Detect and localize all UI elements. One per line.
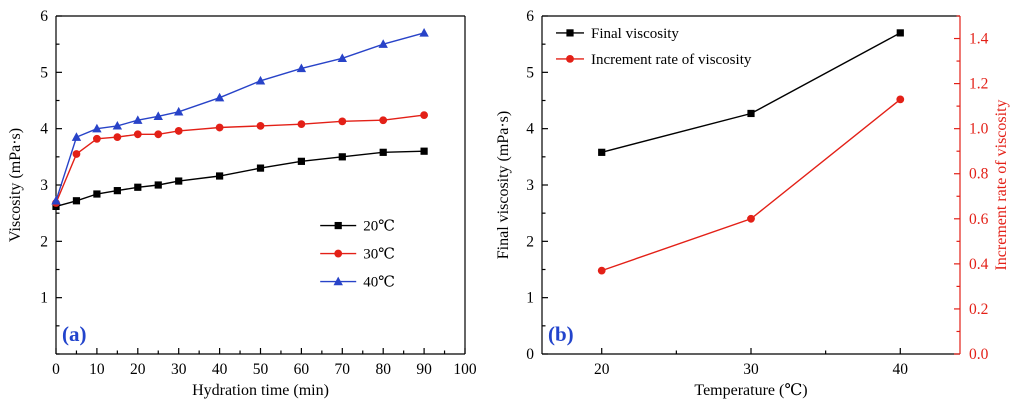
chart-a-viscosity-vs-hydration-time: 0 10 20 30 40 50 60 70 80 90 100 1 2 3 4 5 6 Hydration ti… [7, 8, 477, 399]
svg-text:(a): (a) [62, 322, 87, 346]
svg-text:30: 30 [743, 361, 759, 378]
svg-text:100: 100 [453, 361, 477, 378]
svg-text:0: 0 [526, 346, 534, 363]
svg-text:0: 0 [52, 361, 60, 378]
svg-text:1.4: 1.4 [969, 31, 989, 48]
svg-text:20: 20 [594, 361, 610, 378]
series-20- [52, 147, 428, 211]
chart-b-viscosity-vs-temperature: 20 30 40 0 1 2 3 4 5 6 0.0 0.2 0.4 0.6 0.8 1.0 1.2 1.4 Tem… [495, 8, 1010, 399]
svg-text:0.0: 0.0 [969, 346, 989, 363]
svg-text:Increment rate of viscosity: Increment rate of viscosity [591, 52, 752, 68]
svg-text:30℃: 30℃ [363, 247, 395, 263]
svg-text:0.8: 0.8 [969, 166, 989, 183]
svg-text:4: 4 [526, 121, 534, 138]
svg-text:40℃: 40℃ [363, 275, 395, 291]
svg-text:4: 4 [40, 121, 48, 138]
svg-text:0.4: 0.4 [969, 256, 989, 273]
svg-text:5: 5 [40, 64, 48, 81]
svg-text:5: 5 [526, 64, 534, 81]
svg-text:20: 20 [130, 361, 146, 378]
svg-text:6: 6 [526, 8, 534, 25]
svg-text:6: 6 [40, 8, 48, 25]
panel-a: 0 10 20 30 40 50 60 70 80 90 100 1 2 3 4 5 6 Hydration ti… [0, 0, 492, 406]
series-final-viscosity [598, 29, 904, 156]
svg-text:90: 90 [416, 361, 432, 378]
svg-text:Temperature (℃): Temperature (℃) [694, 382, 807, 399]
series-30- [52, 111, 428, 207]
series-40- [51, 28, 429, 205]
svg-text:40: 40 [212, 361, 228, 378]
svg-text:1: 1 [40, 290, 48, 307]
svg-text:1.0: 1.0 [969, 121, 989, 138]
svg-text:2: 2 [526, 233, 534, 250]
svg-text:60: 60 [294, 361, 310, 378]
axes [541, 15, 961, 355]
svg-text:0.2: 0.2 [969, 301, 988, 318]
svg-text:80: 80 [375, 361, 391, 378]
svg-text:0.6: 0.6 [969, 211, 989, 228]
svg-text:Viscosity (mPa·s): Viscosity (mPa·s) [7, 128, 24, 242]
right-axis-ticks [954, 15, 960, 355]
svg-text:Final viscosity: Final viscosity [591, 26, 679, 42]
svg-text:3: 3 [526, 177, 534, 194]
svg-text:70: 70 [335, 361, 351, 378]
axes [55, 15, 466, 355]
svg-text:3: 3 [40, 177, 48, 194]
svg-text:30: 30 [171, 361, 187, 378]
panel-b: 20 30 40 0 1 2 3 4 5 6 0.0 0.2 0.4 0.6 0.8 1.0 1.2 1.4 Tem… [492, 0, 1024, 406]
svg-text:2: 2 [40, 233, 48, 250]
svg-text:Increment rate of viscosity: Increment rate of viscosity [993, 99, 1010, 270]
svg-text:10: 10 [89, 361, 105, 378]
svg-text:Hydration time (min): Hydration time (min) [192, 382, 329, 399]
svg-text:(b): (b) [548, 322, 574, 346]
svg-text:Final viscosity (mPa·s): Final viscosity (mPa·s) [495, 111, 512, 259]
svg-text:20℃: 20℃ [363, 219, 395, 235]
legend: 20℃ 30℃ 40℃ [320, 219, 395, 291]
svg-text:1: 1 [526, 290, 534, 307]
svg-text:50: 50 [253, 361, 269, 378]
svg-text:1.2: 1.2 [969, 76, 988, 93]
series-increment-rate-of-viscosity [597, 95, 905, 275]
svg-text:40: 40 [893, 361, 909, 378]
legend: Final viscosity Increment rate of viscosi… [556, 26, 752, 68]
